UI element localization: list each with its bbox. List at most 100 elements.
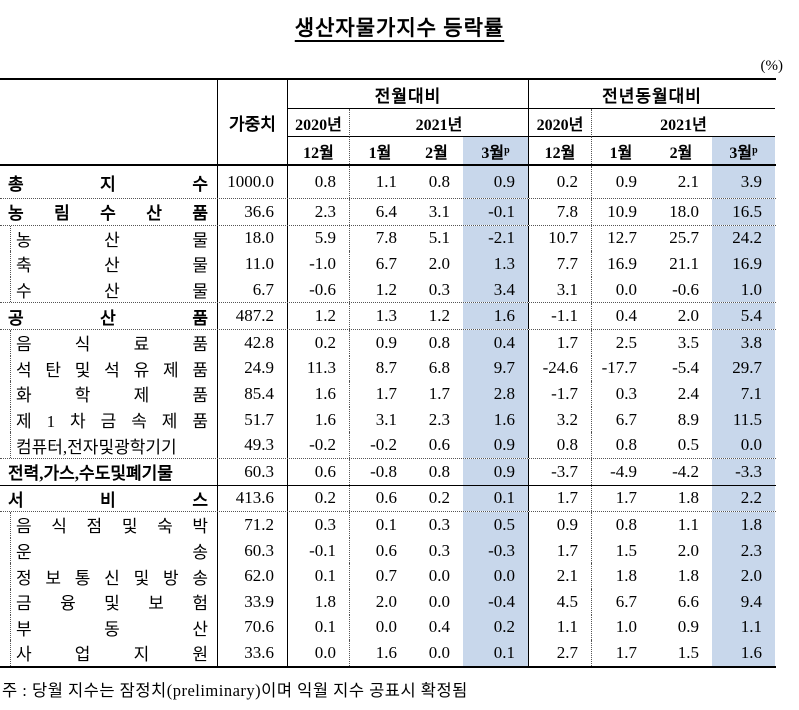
value-cell: 3.1 — [428, 201, 450, 221]
row-label-text: 전력,가스,수도및폐기물 — [8, 464, 173, 484]
table-row: 농 림 수 산 품 36.6 2.3 6.4 3.1 -0.1 7.8 10.9 18.0 16.… — [0, 199, 776, 226]
row-label-text: 부 동 산 — [16, 619, 208, 639]
value-cell: 1.7 — [529, 329, 592, 356]
value-cell: 7.8 — [375, 228, 397, 248]
value-cell: 0.9 — [529, 512, 592, 538]
year-header: 2021년 — [350, 109, 529, 137]
value-cell: 1.6 — [288, 406, 350, 433]
table-row: 서 비 스 413.6 0.2 0.6 0.2 0.1 1.7 1.7 1.8 2.2 — [0, 485, 776, 513]
weight-value: 18.0 — [218, 225, 288, 252]
value-cell: 0.1 — [288, 614, 350, 641]
row-label: 농 산 물 — [0, 225, 218, 252]
table-row: 화 학 제 품 85.4 1.6 1.7 1.7 2.8 -1.7 0.3 2.4 7.1 — [0, 381, 776, 407]
row-label-text: 정 보 통 신 및 방 송 — [16, 568, 208, 588]
value-cell: 2.7 — [529, 640, 592, 666]
value-cell: 0.8 — [428, 332, 450, 352]
value-cell: 10.9 — [607, 201, 637, 221]
row-label: 제 1 차 금 속 제 품 — [0, 406, 218, 433]
value-cell: 3.1 — [375, 409, 397, 429]
value-cell: 1.2 — [428, 306, 450, 326]
value-cell: 0.2 — [288, 485, 350, 512]
value-cell: 16.9 — [712, 251, 775, 277]
value-cell: 1.8 — [615, 566, 637, 586]
row-label-text: 음 식 료 품 — [16, 335, 208, 355]
value-cell: 5.1 — [428, 228, 450, 248]
weight-value: 6.7 — [218, 276, 288, 303]
value-cell: 2.3 — [712, 537, 775, 564]
value-cell: 0.9 — [463, 432, 529, 458]
header-corner-cell — [0, 80, 218, 164]
value-cell: 1.8 — [288, 588, 350, 615]
value-cell: 0.2 — [529, 166, 592, 198]
table-row: 총 지 수 1000.0 0.8 1.1 0.8 0.9 0.2 0.9 2.1 3.9 — [0, 166, 776, 199]
table-row: 운 송 60.3 -0.1 0.6 0.3 -0.3 1.7 1.5 2.0 2.3 — [0, 537, 776, 564]
row-label-text: 금 융 및 보 험 — [16, 594, 208, 614]
value-cell: -0.1 — [288, 537, 350, 564]
value-cell: 8.9 — [677, 409, 699, 429]
value-cell: -0.4 — [463, 588, 529, 615]
value-cell: 2.0 — [677, 306, 699, 326]
weight-value: 60.3 — [218, 458, 288, 485]
value-cell: 6.4 — [375, 201, 397, 221]
value-cell: 16.5 — [712, 199, 775, 225]
row-label: 전력,가스,수도및폐기물 — [0, 458, 218, 485]
row-label-text: 공 산 품 — [8, 308, 208, 328]
value-cell: -17.7 — [601, 358, 637, 378]
value-cell: -0.6 — [672, 279, 699, 299]
value-cell: 1.7 — [529, 537, 592, 564]
value-cell: -0.3 — [463, 537, 529, 564]
value-cell: 11.3 — [288, 355, 350, 382]
value-cell: 0.8 — [615, 435, 637, 455]
page-title: 생산자물가지수 등락률 — [294, 16, 505, 40]
row-label: 금 융 및 보 험 — [0, 588, 218, 615]
row-label-text: 석 탄 및 석 유 제 품 — [16, 360, 208, 380]
value-cell: 1.3 — [463, 251, 529, 277]
value-cell: 0.1 — [463, 640, 529, 666]
value-cell: 1.5 — [677, 642, 699, 662]
value-cell: -1.0 — [288, 251, 350, 277]
row-label-text: 운 송 — [16, 543, 208, 563]
value-cell: 0.1 — [375, 514, 397, 534]
month-header-label: 12월 — [303, 144, 334, 162]
value-cell: 9.4 — [712, 588, 775, 615]
table-row: 수 산 물 6.7 -0.6 1.2 0.3 3.4 3.1 0.0 -0.6 1.0 — [0, 276, 776, 304]
value-cell: 0.1 — [463, 485, 529, 512]
weight-column-header: 가중치 — [218, 80, 288, 164]
row-label: 부 동 산 — [0, 614, 218, 641]
value-cell: 0.7 — [375, 566, 397, 586]
weight-value: 36.6 — [218, 199, 288, 225]
value-cell: 0.0 — [615, 279, 637, 299]
value-cell: 0.0 — [288, 640, 350, 666]
block-header-mom: 전월대비 — [288, 80, 529, 109]
value-cell: 6.7 — [375, 253, 397, 273]
value-cell: 0.3 — [428, 514, 450, 534]
value-cell: 0.4 — [428, 617, 450, 637]
month-header-label: 1월 — [609, 144, 633, 162]
table-row: 공 산 품 487.2 1.2 1.3 1.2 1.6 -1.1 0.4 2.0 5.4 — [0, 303, 776, 330]
value-cell: 0.8 — [529, 432, 592, 458]
value-cell: 3.1 — [529, 276, 592, 303]
value-cell: -0.1 — [463, 199, 529, 225]
value-cell: -5.4 — [672, 358, 699, 378]
value-cell: -0.6 — [288, 276, 350, 303]
document-page: 생산자물가지수 등락률 (%) 가중치 전월대비 2020년 2021년 12월 1월 2월… — [0, 12, 799, 710]
value-cell: 3.5 — [677, 332, 699, 352]
value-cell: 1.1 — [712, 614, 775, 641]
value-cell: 7.8 — [529, 199, 592, 225]
value-cell: 0.2 — [428, 488, 450, 508]
value-cell: 1.0 — [712, 276, 775, 303]
value-cell: 1.2 — [288, 303, 350, 329]
row-label-text: 음 식 점 및 숙 박 — [16, 517, 208, 537]
value-cell: 1.6 — [375, 642, 397, 662]
value-cell: -3.7 — [529, 458, 592, 485]
value-cell: 1.2 — [375, 279, 397, 299]
weight-value: 413.6 — [218, 485, 288, 512]
value-cell: 1.8 — [712, 512, 775, 538]
table-row: 부 동 산 70.6 0.1 0.0 0.4 0.2 1.1 1.0 0.9 1.1 — [0, 614, 776, 641]
month-header: 1월 — [350, 137, 410, 164]
value-cell: 3.4 — [463, 276, 529, 303]
value-cell: 2.4 — [677, 383, 699, 403]
value-cell: 18.0 — [669, 201, 699, 221]
value-cell: 1.5 — [615, 540, 637, 560]
month-header-label: 1월 — [368, 144, 392, 162]
